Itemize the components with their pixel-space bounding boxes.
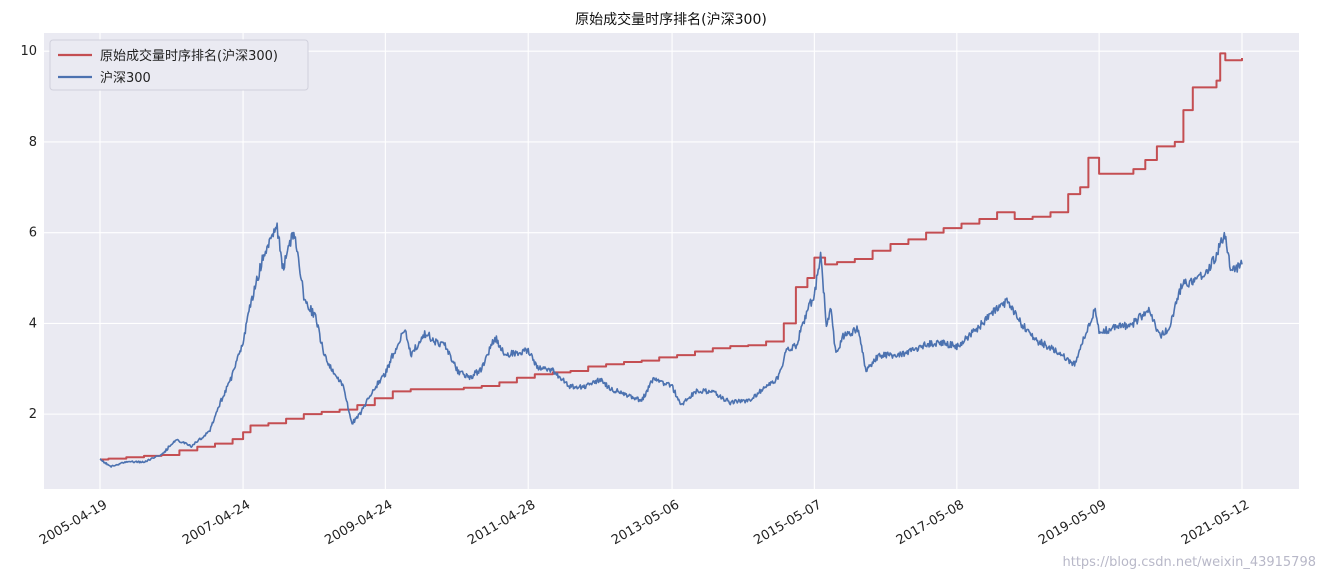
series-line-0: [100, 52, 1243, 461]
y-tick-label: 10: [20, 44, 37, 59]
y-tick-label: 2: [29, 407, 37, 422]
legend-label-volume-rank: 原始成交量时序排名(沪深300): [100, 48, 278, 64]
legend-label-hs300: 沪深300: [100, 70, 151, 86]
plot-area: [44, 33, 1299, 489]
series-line-1: [99, 222, 1243, 468]
y-tick-label: 8: [29, 135, 37, 150]
legend: 原始成交量时序排名(沪深300) 沪深300: [49, 39, 309, 91]
legend-box: [49, 39, 309, 91]
y-tick-label: 6: [29, 226, 37, 241]
series-lines: [99, 52, 1243, 468]
watermark: https://blog.csdn.net/weixin_43915798: [1062, 555, 1316, 570]
y-tick-label: 4: [29, 316, 37, 331]
chart-title: 原始成交量时序排名(沪深300): [575, 11, 767, 28]
